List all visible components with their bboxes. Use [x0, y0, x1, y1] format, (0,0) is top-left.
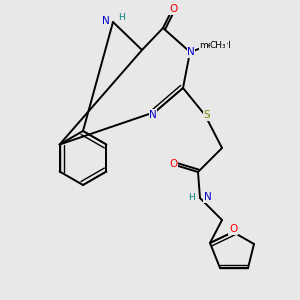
- Text: N: N: [149, 110, 157, 120]
- Text: N: N: [204, 192, 212, 202]
- Text: O: O: [229, 224, 237, 234]
- Text: H: H: [118, 14, 125, 22]
- Text: methyl: methyl: [199, 40, 231, 50]
- Text: H: H: [188, 193, 195, 202]
- Text: N: N: [187, 47, 195, 57]
- Text: N: N: [102, 16, 110, 26]
- Text: O: O: [169, 159, 177, 169]
- Text: CH₃: CH₃: [210, 40, 226, 50]
- Text: O: O: [169, 4, 177, 14]
- Text: S: S: [204, 110, 210, 120]
